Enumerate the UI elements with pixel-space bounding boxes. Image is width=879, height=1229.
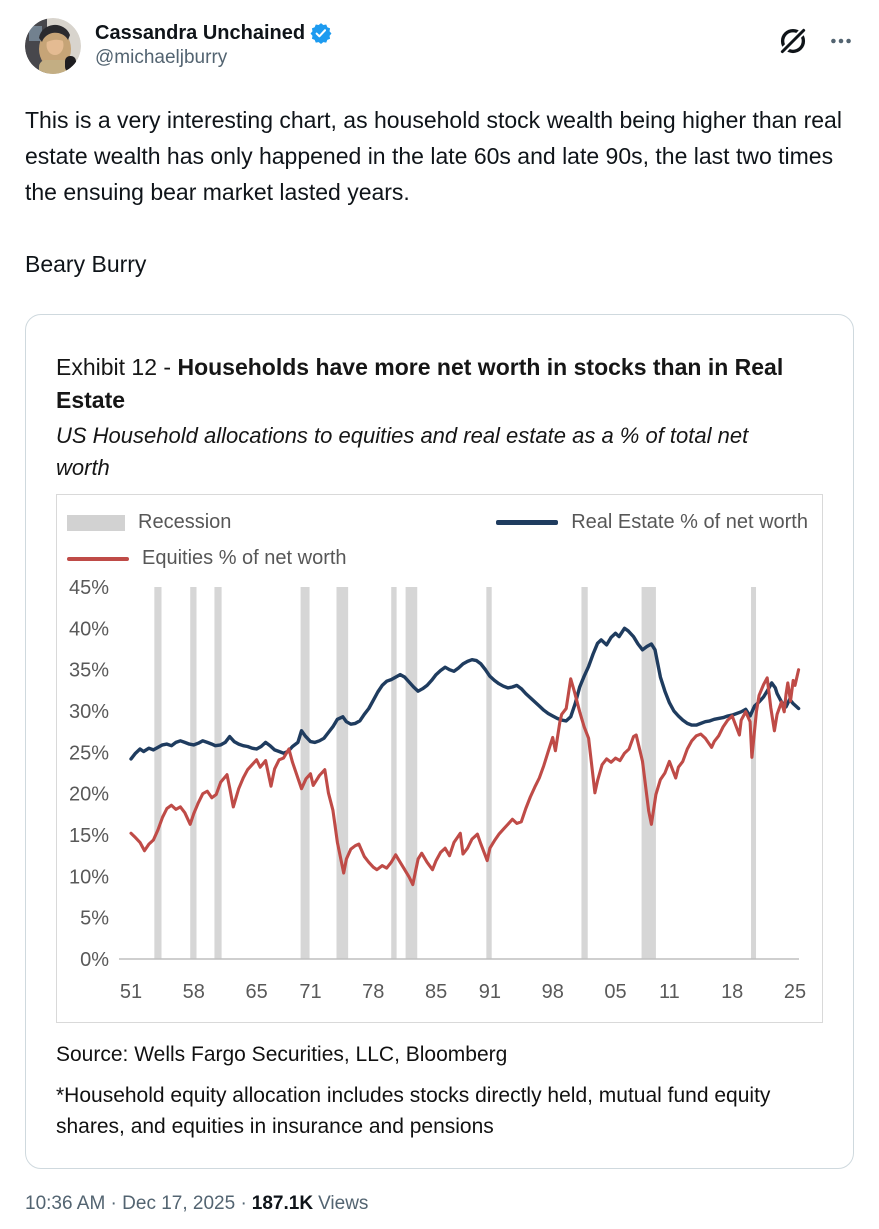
verified-badge-icon	[310, 22, 332, 44]
svg-text:35%: 35%	[69, 660, 109, 682]
avatar-image	[25, 18, 81, 74]
svg-text:30%: 30%	[69, 701, 109, 723]
chart-legend: Recession Real Estate % of net worth Equ…	[57, 495, 822, 570]
svg-text:91: 91	[479, 981, 501, 1003]
tweet-detail: Cassandra Unchained @michaeljburry	[25, 0, 854, 1215]
svg-text:0%: 0%	[80, 949, 109, 971]
svg-text:25%: 25%	[69, 742, 109, 764]
chart-title: Exhibit 12 - Households have more net wo…	[56, 351, 823, 417]
real-estate-swatch	[496, 520, 559, 525]
chart-image-card[interactable]: Exhibit 12 - Households have more net wo…	[25, 314, 854, 1169]
equities-swatch	[67, 556, 129, 561]
chart-footnote: *Household equity allocation includes st…	[56, 1084, 771, 1138]
svg-text:58: 58	[183, 981, 205, 1003]
more-icon[interactable]	[828, 28, 854, 54]
legend-label: Recession	[138, 511, 232, 533]
svg-text:5%: 5%	[80, 908, 109, 930]
chart-title-prefix: Exhibit 12 -	[56, 354, 178, 380]
author-name[interactable]: Cassandra Unchained	[95, 22, 306, 44]
views-count: 187.1K	[251, 1193, 314, 1214]
header-actions	[778, 18, 854, 56]
svg-text:25: 25	[784, 981, 806, 1003]
svg-text:18: 18	[721, 981, 743, 1003]
chart-subtitle: US Household allocations to equities and…	[56, 423, 749, 480]
grok-icon[interactable]	[778, 26, 808, 56]
legend-item-recession: Recession	[67, 511, 231, 534]
chart-plot: 45% 40% 35% 30% 25% 20% 15% 10% 5% 0% 51 58 65 71 78 85…	[69, 577, 806, 1003]
tweet-paragraph: Beary Burry	[25, 251, 147, 277]
svg-text:15%: 15%	[69, 825, 109, 847]
svg-text:45%: 45%	[69, 577, 109, 599]
recession-swatch	[67, 514, 125, 531]
timestamp: 10:36 AM · Dec 17, 2025 ·	[25, 1193, 247, 1214]
svg-text:20%: 20%	[69, 784, 109, 806]
tweet-footer: 10:36 AM · Dec 17, 2025 · 187.1K Views	[25, 1193, 854, 1215]
svg-text:10%: 10%	[69, 866, 109, 888]
avatar[interactable]	[25, 18, 81, 74]
legend-label: Real Estate % of net worth	[571, 511, 808, 533]
legend-item-equities: Equities % of net worth	[67, 547, 347, 570]
author-identity: Cassandra Unchained @michaeljburry	[95, 18, 778, 71]
tweet-header: Cassandra Unchained @michaeljburry	[25, 18, 854, 74]
tweet-body: This is a very interesting chart, as hou…	[25, 102, 854, 282]
svg-text:05: 05	[604, 981, 626, 1003]
svg-text:40%: 40%	[69, 618, 109, 640]
chart-source: Source: Wells Fargo Securities, LLC, Blo…	[56, 1043, 508, 1066]
chart-frame: Recession Real Estate % of net worth Equ…	[56, 494, 823, 1023]
svg-text:78: 78	[362, 981, 384, 1003]
svg-text:65: 65	[245, 981, 267, 1003]
legend-label: Equities % of net worth	[142, 547, 347, 569]
svg-text:71: 71	[299, 981, 321, 1003]
legend-item-real-estate: Real Estate % of net worth	[496, 511, 808, 534]
svg-text:11: 11	[659, 981, 680, 1003]
svg-text:85: 85	[425, 981, 447, 1003]
svg-text:51: 51	[120, 981, 142, 1003]
chart-title-bold: Households have more net worth in stocks…	[56, 354, 784, 413]
svg-text:98: 98	[542, 981, 564, 1003]
author-handle[interactable]: @michaeljburry	[95, 47, 228, 68]
views-label: Views	[318, 1193, 369, 1214]
tweet-paragraph: This is a very interesting chart, as hou…	[25, 107, 842, 205]
